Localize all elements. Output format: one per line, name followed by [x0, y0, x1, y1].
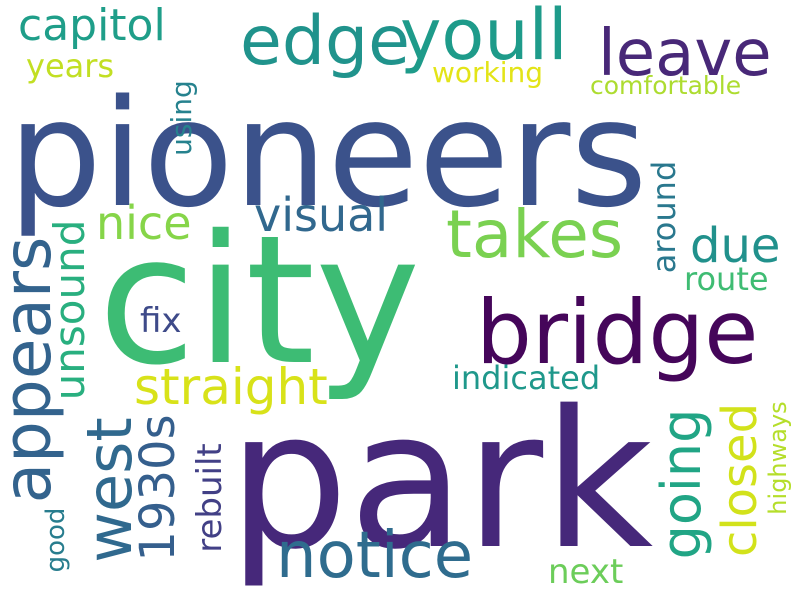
word-years: years [26, 47, 115, 85]
word-leave: leave [598, 17, 772, 91]
word-using: using [165, 80, 198, 156]
word-indicated: indicated [452, 359, 601, 397]
word-highways: highways [764, 401, 792, 515]
word-rebuilt: rebuilt [190, 443, 230, 553]
word-next: next [548, 552, 624, 592]
word-straight: straight [134, 358, 328, 416]
word-unsound: unsound [45, 219, 94, 401]
word-working: working [432, 56, 544, 89]
word-route: route [684, 260, 769, 298]
word-youll: youll [400, 0, 568, 76]
word-park: park [228, 370, 654, 591]
word-fix: fix [140, 301, 182, 341]
word-comfortable: comfortable [590, 71, 742, 100]
word-around: around [645, 160, 683, 274]
word-bridge: bridge [476, 281, 759, 384]
word-1930s: 1930s [130, 414, 186, 562]
word-pioneers: pioneers [8, 68, 648, 240]
word-going: going [650, 408, 713, 560]
word-takes: takes [446, 196, 624, 273]
word-visual: visual [254, 188, 389, 242]
word-capitol: capitol [18, 0, 166, 51]
word-city: city [98, 197, 421, 404]
word-good: good [41, 507, 71, 573]
word-closed: closed [712, 402, 768, 558]
word-nice: nice [96, 196, 192, 250]
word-edge: edge [240, 2, 410, 81]
word-notice: notice [276, 519, 474, 593]
word-due: due [690, 218, 781, 274]
